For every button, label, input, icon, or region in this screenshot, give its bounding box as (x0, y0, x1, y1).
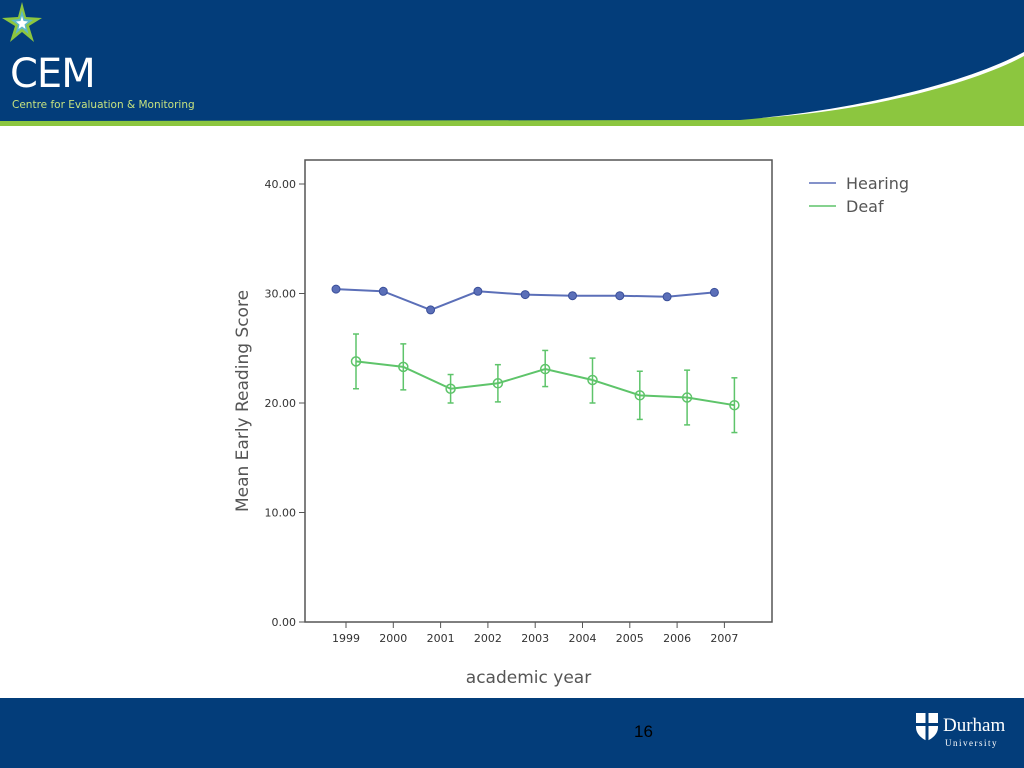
data-point (350, 356, 362, 367)
slide-footer: 16 Durham University (0, 698, 1024, 768)
data-point (681, 392, 693, 403)
x-tick-label: 2001 (427, 632, 455, 645)
series-deaf (350, 333, 740, 434)
y-tick-label: 10.00 (265, 507, 297, 520)
data-point (398, 361, 409, 373)
x-tick-label: 2000 (379, 632, 407, 645)
x-tick-label: 2005 (616, 632, 644, 645)
x-tick-label: 2004 (569, 632, 597, 645)
data-point (729, 399, 740, 411)
x-tick-label: 2006 (663, 632, 691, 645)
x-tick-label: 1999 (332, 632, 360, 645)
y-tick-label: 30.00 (265, 288, 297, 301)
series-layer (331, 284, 740, 434)
slide-header: CEM Centre for Evaluation & Monitoring (0, 0, 1024, 126)
header-navy-band (0, 0, 1024, 121)
university-name: Durham (943, 715, 1006, 736)
y-axis-label: Mean Early Reading Score (233, 290, 253, 512)
data-point (615, 291, 625, 301)
series-hearing (331, 284, 719, 315)
x-tick-label: 2007 (710, 632, 738, 645)
data-point (634, 390, 646, 401)
x-tick-label: 2002 (474, 632, 502, 645)
legend-label-hearing: Hearing (846, 174, 909, 193)
x-axis: 1999 2000 2001 2002 2003 2004 2005 2006 2007 (332, 622, 738, 645)
data-point (539, 363, 551, 375)
y-axis: 0.00 10.00 20.00 30.00 40.00 (265, 178, 305, 629)
y-tick-label: 20.00 (265, 397, 297, 410)
data-point (568, 291, 577, 301)
logo-title: CEM (10, 51, 96, 97)
x-tick-label: 2003 (521, 632, 549, 645)
data-point (709, 287, 719, 297)
y-tick-label: 40.00 (265, 178, 297, 191)
chart-legend: Hearing Deaf (809, 174, 909, 216)
reading-score-chart: 0.00 10.00 20.00 30.00 40.00 1999 2000 2001 200… (233, 159, 909, 688)
data-point (426, 305, 436, 315)
data-point (331, 284, 341, 294)
durham-shield-icon (916, 713, 938, 741)
page-number: 16 (634, 722, 653, 741)
data-point (662, 292, 672, 302)
data-point (445, 383, 456, 395)
data-point (587, 374, 598, 386)
data-point (473, 286, 483, 296)
logo-subtitle: Centre for Evaluation & Monitoring (12, 99, 195, 111)
plot-area (304, 159, 773, 623)
header-banner (0, 0, 1024, 126)
university-subtitle: University (945, 738, 998, 748)
data-point (492, 378, 504, 389)
x-axis-label: academic year (466, 668, 591, 688)
data-point (378, 286, 388, 296)
data-point (520, 290, 530, 300)
star-logo-icon (2, 2, 42, 42)
y-tick-label: 0.00 (272, 616, 297, 629)
legend-label-deaf: Deaf (846, 197, 884, 216)
